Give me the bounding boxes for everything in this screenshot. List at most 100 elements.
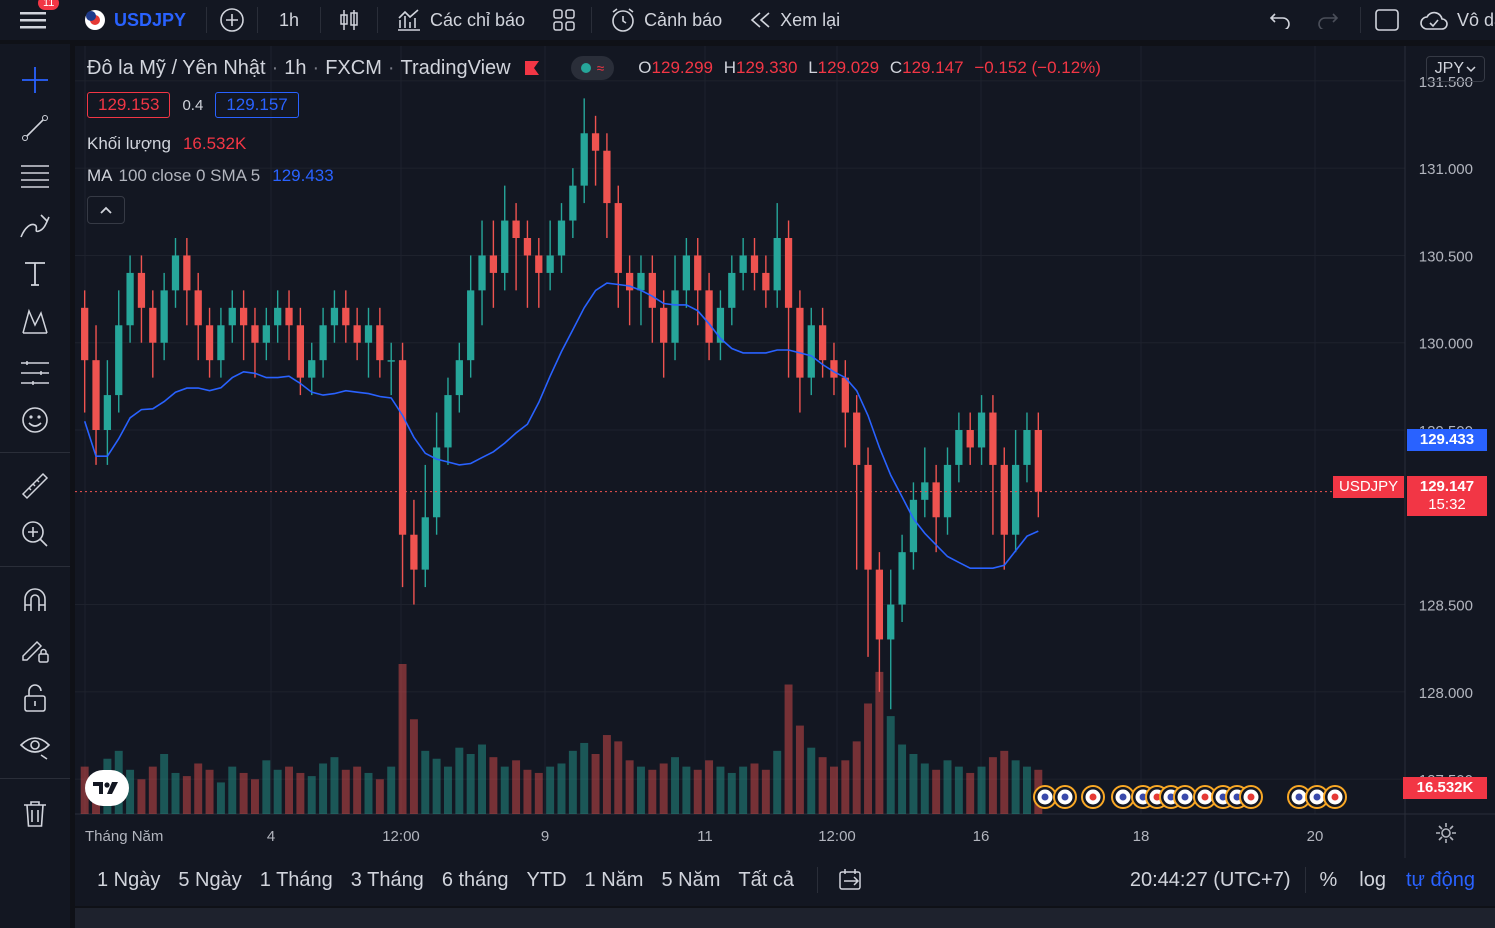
crosshair-tool[interactable]: [0, 60, 70, 100]
compare-button[interactable]: [207, 0, 257, 40]
candle-body: [308, 360, 316, 378]
range-button[interactable]: 6 tháng: [441, 868, 509, 891]
fullscreen-button[interactable]: [1369, 0, 1405, 40]
chart-type-button[interactable]: [321, 0, 377, 40]
volume-bar: [432, 758, 441, 814]
candle-body: [682, 255, 691, 291]
goto-date-button[interactable]: [832, 868, 870, 892]
candle-body: [444, 395, 452, 448]
time-tick-label: 11: [697, 828, 713, 845]
volume-bar: [216, 782, 225, 814]
smiley-icon: [20, 405, 50, 435]
sell-button[interactable]: 129.153: [87, 92, 171, 118]
percent-toggle[interactable]: %: [1319, 868, 1338, 891]
event-flag-dot: [1119, 793, 1127, 801]
hide-tool[interactable]: [0, 726, 70, 766]
currency-button[interactable]: JPY: [1425, 56, 1485, 82]
collapse-legend-button[interactable]: [87, 196, 125, 224]
range-button[interactable]: 5 Năm: [661, 868, 721, 891]
volume-bar: [614, 741, 623, 814]
currency-label: JPY: [1434, 60, 1464, 77]
volume-bar: [829, 766, 838, 814]
ma-legend[interactable]: MA 100 close 0 SMA 5 129.433: [87, 166, 334, 186]
event-flag-dot: [1153, 793, 1161, 801]
candle-body: [773, 238, 781, 291]
divider: [377, 7, 378, 33]
clock-display[interactable]: 20:44:27 (UTC+7): [1129, 868, 1291, 891]
zoom-tool[interactable]: [0, 514, 70, 554]
range-button[interactable]: 1 Ngày: [97, 868, 161, 891]
volume-bar: [489, 757, 498, 814]
candle-body: [671, 290, 679, 343]
bottom-panel-tabs: [75, 908, 1495, 928]
volume-bar: [478, 744, 487, 814]
horizontal-lines-icon: [19, 161, 51, 191]
candle-body: [603, 150, 611, 204]
measure-tool[interactable]: [0, 466, 70, 506]
countdown-value: 15:32: [1428, 496, 1466, 513]
divider: [1360, 7, 1361, 33]
lock-tool[interactable]: [0, 678, 70, 718]
volume-bar: [716, 766, 725, 814]
candle-body: [648, 272, 656, 308]
candle-body: [217, 325, 225, 361]
volume-bar: [364, 772, 373, 814]
volume-bar: [534, 772, 543, 814]
replay-button[interactable]: Xem lại: [736, 0, 852, 40]
candle-body: [523, 238, 532, 256]
volume-bar: [307, 776, 316, 814]
magnet-tool[interactable]: [0, 580, 70, 620]
prediction-tool[interactable]: [0, 352, 70, 392]
chart-pane[interactable]: 131.500131.000130.500130.000129.500128.5…: [75, 46, 1495, 906]
layouts-button[interactable]: [537, 0, 591, 40]
tradingview-logo[interactable]: [85, 770, 129, 806]
range-button[interactable]: 1 Tháng: [259, 868, 333, 891]
top-toolbar: 11 USDJPY 1h Các chỉ báo: [0, 0, 1495, 40]
brush-tool[interactable]: [0, 206, 70, 246]
volume-bar: [375, 779, 384, 814]
pair-name[interactable]: Đô la Mỹ / Yên Nhật: [87, 56, 266, 79]
candle-body: [353, 325, 361, 343]
candle-body: [467, 290, 475, 361]
save-cloud-button[interactable]: Vô da: [1405, 0, 1495, 40]
candle-body: [546, 255, 554, 273]
alerts-button[interactable]: Cảnh báo: [592, 0, 736, 40]
market-status-toggle[interactable]: ≈: [570, 56, 615, 80]
icons-tool[interactable]: [0, 400, 70, 440]
pattern-tool[interactable]: [0, 302, 70, 342]
buy-button[interactable]: 129.157: [215, 92, 299, 118]
trendline-tool[interactable]: [0, 108, 70, 148]
candle-body: [194, 290, 202, 326]
remove-drawings-tool[interactable]: [0, 794, 70, 834]
candle-body: [932, 482, 940, 518]
volume-bar: [739, 766, 748, 814]
fib-tool[interactable]: [0, 156, 70, 196]
indicators-button[interactable]: Các chỉ báo: [378, 0, 537, 40]
time-tick-label: 9: [541, 828, 549, 845]
volume-bar: [205, 769, 214, 814]
range-button[interactable]: Tất cả: [738, 868, 794, 891]
range-button[interactable]: YTD: [526, 868, 567, 891]
candle-body: [694, 255, 702, 291]
main-menu-button[interactable]: 11: [0, 0, 66, 40]
candle-body: [921, 482, 929, 500]
auto-scale-toggle[interactable]: tự động: [1406, 868, 1475, 891]
chart-settings-button[interactable]: [1435, 822, 1457, 849]
volume-price-tag: 16.532K: [1403, 777, 1487, 799]
log-toggle[interactable]: log: [1359, 868, 1386, 891]
volume-legend[interactable]: Khối lượng 16.532K: [87, 134, 246, 154]
candle-body: [864, 464, 872, 570]
ma-price-tag: 129.433: [1407, 429, 1487, 451]
lock-drawings-tool[interactable]: [0, 630, 70, 670]
price-chart[interactable]: 131.500131.000130.500130.000129.500128.5…: [75, 46, 1495, 858]
cloud-label: Vô da: [1457, 9, 1495, 30]
range-button[interactable]: 1 Năm: [584, 868, 644, 891]
range-button[interactable]: 5 Ngày: [178, 868, 242, 891]
redo-button[interactable]: [1304, 0, 1352, 40]
symbol-search-button[interactable]: USDJPY: [66, 0, 196, 40]
interval-button[interactable]: 1h: [258, 0, 320, 40]
candle-body: [81, 307, 89, 361]
text-tool[interactable]: [0, 254, 70, 294]
range-button[interactable]: 3 Tháng: [350, 868, 424, 891]
undo-button[interactable]: [1256, 0, 1304, 40]
